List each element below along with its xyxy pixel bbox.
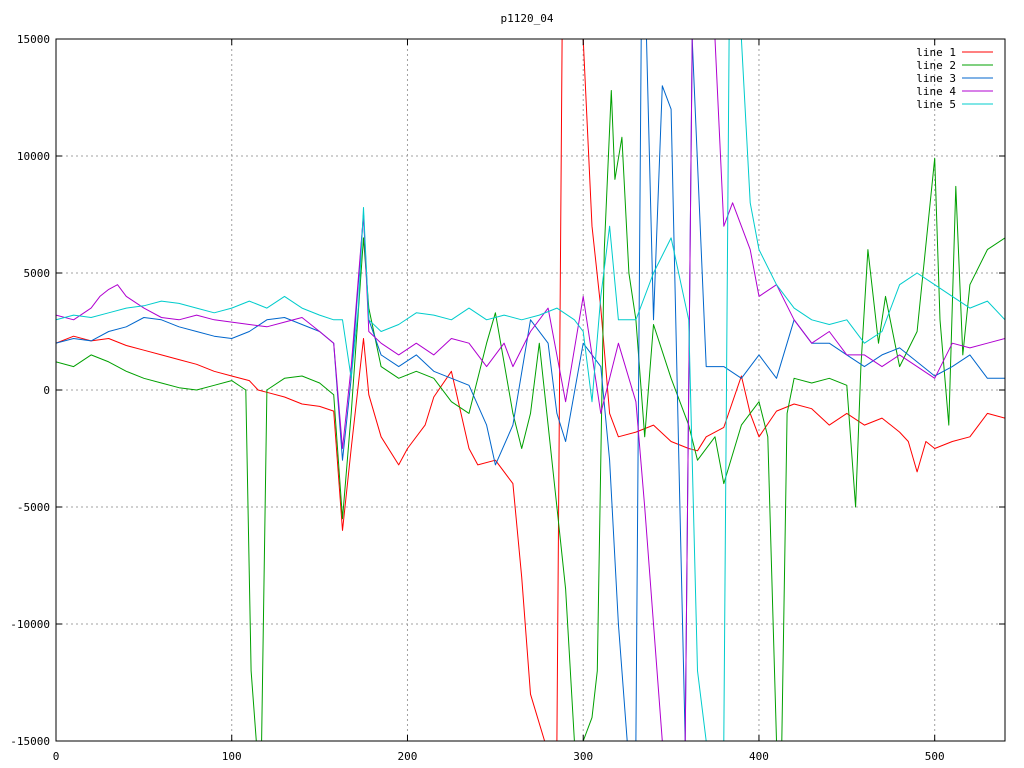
chart-title: p1120_04 bbox=[501, 12, 554, 25]
series-line-3 bbox=[56, 39, 1005, 741]
y-tick-label: -5000 bbox=[17, 501, 50, 514]
axis-ticks: 0 100 200 300 400 500 -15000 -10000 -5000 0 5000 10… bbox=[10, 33, 1005, 763]
series-line-4 bbox=[56, 39, 1005, 741]
legend-label-2: line 2 bbox=[916, 59, 956, 72]
x-tick-label: 200 bbox=[398, 750, 418, 763]
x-tick-label: 100 bbox=[222, 750, 242, 763]
y-tick-label: -15000 bbox=[10, 735, 50, 748]
legend-label-1: line 1 bbox=[916, 46, 956, 59]
series-line-2 bbox=[56, 90, 1005, 741]
y-tick-label: 0 bbox=[43, 384, 50, 397]
x-tick-label: 0 bbox=[53, 750, 60, 763]
legend-label-5: line 5 bbox=[916, 98, 956, 111]
x-tick-label: 500 bbox=[925, 750, 945, 763]
series-group bbox=[56, 39, 1005, 741]
y-tick-label: 10000 bbox=[17, 150, 50, 163]
y-tick-label: 5000 bbox=[24, 267, 51, 280]
series-line-5 bbox=[56, 39, 1005, 741]
x-tick-label: 300 bbox=[573, 750, 593, 763]
legend-label-3: line 3 bbox=[916, 72, 956, 85]
y-tick-label: 15000 bbox=[17, 33, 50, 46]
legend-label-4: line 4 bbox=[916, 85, 956, 98]
series-line-1 bbox=[56, 39, 1005, 741]
y-tick-label: -10000 bbox=[10, 618, 50, 631]
x-tick-label: 400 bbox=[749, 750, 769, 763]
